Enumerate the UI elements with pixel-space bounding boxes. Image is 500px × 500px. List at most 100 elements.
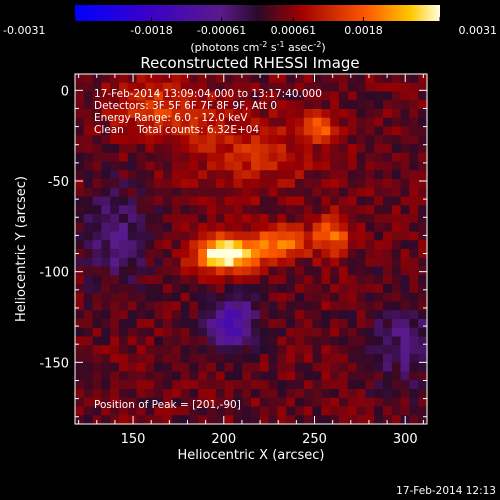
heatmap-cell [92, 179, 102, 189]
heatmap-cell [180, 310, 190, 320]
heatmap-cell [286, 82, 296, 93]
heatmap-cell [391, 214, 402, 224]
heatmap-cell [251, 135, 261, 145]
heatmap-cell [409, 196, 419, 206]
heatmap-cell [330, 82, 340, 93]
annotation-energy: Energy Range: 6.0 - 12.0 keV [94, 112, 248, 124]
heatmap-cell [321, 214, 331, 224]
heatmap-cell [277, 214, 287, 224]
heatmap-cell [198, 327, 208, 338]
heatmap-cell [330, 336, 340, 346]
heatmap-cell [83, 170, 94, 180]
heatmap-cell [251, 310, 261, 320]
heatmap-cell [312, 345, 322, 355]
heatmap-cell [365, 354, 375, 364]
heatmap-cell [259, 214, 270, 224]
heatmap-cell [154, 371, 164, 381]
heatmap-cell [303, 240, 314, 250]
heatmap-cell [286, 266, 296, 276]
heatmap-cell [365, 319, 375, 329]
heatmap-cell [171, 100, 182, 110]
heatmap-cell [409, 406, 419, 416]
heatmap-cell [251, 240, 261, 250]
heatmap-cell [145, 144, 155, 154]
heatmap-cell [339, 82, 349, 93]
heatmap-cell [163, 257, 173, 268]
heatmap-cell [251, 214, 261, 224]
heatmap-cell [207, 222, 217, 233]
heatmap-cell [330, 126, 340, 136]
heatmap-cell [180, 214, 190, 224]
heatmap-cell [347, 135, 358, 145]
heatmap-cell [400, 319, 410, 329]
heatmap-cell [277, 100, 287, 110]
heatmap-cell [242, 336, 252, 346]
heatmap-cell [127, 249, 138, 259]
heatmap-cell [418, 187, 428, 198]
heatmap-cell [154, 345, 164, 355]
heatmap-cell [251, 354, 261, 364]
heatmap-cell [101, 196, 111, 206]
heatmap-cell [163, 240, 173, 250]
heatmap-cell [101, 170, 111, 180]
heatmap-cell [154, 205, 164, 215]
heatmap-cell [268, 371, 278, 381]
heatmap-cell [119, 170, 129, 180]
heatmap-cell [92, 100, 102, 110]
heatmap-cell [136, 187, 146, 198]
heatmap-cell [198, 91, 208, 101]
heatmap-cell [75, 319, 85, 329]
heatmap-cell [119, 100, 129, 110]
heatmap-cell [180, 91, 190, 101]
heatmap-cell [365, 187, 375, 198]
heatmap-cell [374, 284, 384, 294]
heatmap-cell [136, 222, 146, 233]
heatmap-cell [409, 91, 419, 101]
heatmap-cell [391, 371, 402, 381]
heatmap-cell [215, 310, 226, 320]
heatmap-cell [321, 109, 331, 119]
heatmap-cell [83, 380, 94, 390]
heatmap-cell [303, 135, 314, 145]
heatmap-cell [110, 397, 120, 408]
heatmap-cell [207, 275, 217, 285]
heatmap-cell [286, 161, 296, 171]
heatmap-cell [286, 91, 296, 101]
heatmap-cell [171, 345, 182, 355]
heatmap-cell [312, 170, 322, 180]
heatmap-cell [224, 406, 234, 416]
heatmap-cell [259, 91, 270, 101]
heatmap-cell [180, 397, 190, 408]
heatmap-cell [383, 327, 393, 338]
heatmap-cell [92, 406, 102, 416]
heatmap-cell [92, 362, 102, 373]
heatmap-cell [83, 100, 94, 110]
heatmap-cell [207, 74, 217, 84]
heatmap-cell [145, 109, 155, 119]
heatmap-cell [145, 91, 155, 101]
heatmap-cell [383, 170, 393, 180]
heatmap-cell [189, 144, 199, 154]
heatmap-cell [356, 179, 366, 189]
heatmap-cell [251, 82, 261, 93]
heatmap-cell [295, 214, 305, 224]
heatmap-cell [101, 389, 111, 399]
heatmap-cell [101, 327, 111, 338]
heatmap-cell [75, 231, 85, 241]
heatmap-cell [365, 135, 375, 145]
heatmap-cell [207, 91, 217, 101]
heatmap-cell [418, 389, 428, 399]
heatmap-cell [251, 345, 261, 355]
heatmap-cell [110, 354, 120, 364]
heatmap-cell [259, 240, 270, 250]
heatmap-cell [154, 397, 164, 408]
heatmap-cell [233, 249, 243, 259]
heatmap-cell [312, 117, 322, 128]
heatmap-cell [136, 292, 146, 303]
heatmap-cell [374, 389, 384, 399]
heatmap-cell [409, 266, 419, 276]
heatmap-cell [295, 345, 305, 355]
heatmap-cell [189, 406, 199, 416]
heatmap-cell [119, 126, 129, 136]
heatmap-cell [286, 327, 296, 338]
